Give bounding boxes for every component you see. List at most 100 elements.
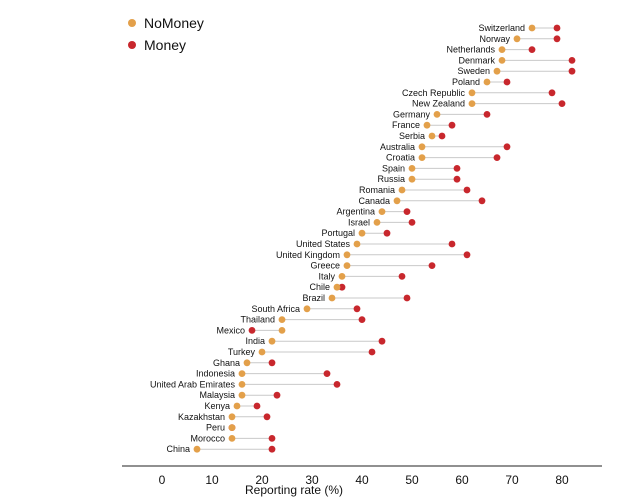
money-point	[568, 67, 576, 75]
nomoney-point	[328, 294, 336, 302]
country-label: Morocco	[190, 433, 225, 443]
money-point	[408, 219, 416, 226]
country-label: United States	[296, 239, 351, 249]
money-point	[463, 186, 471, 194]
money-point	[248, 327, 256, 334]
money-point	[333, 381, 341, 388]
nomoney-point	[468, 89, 476, 97]
money-point	[568, 57, 576, 64]
country-label: Chile	[309, 282, 330, 292]
country-label: Romania	[359, 185, 395, 195]
x-tick-label: 20	[255, 473, 269, 487]
x-tick-label: 80	[555, 473, 569, 487]
legend-money-dot	[128, 41, 136, 49]
nomoney-point	[228, 435, 236, 442]
money-point	[553, 35, 561, 43]
country-label: Peru	[206, 423, 225, 433]
nomoney-point	[528, 24, 536, 32]
nomoney-point	[423, 121, 431, 129]
country-label: Portugal	[321, 228, 355, 238]
nomoney-point	[408, 165, 416, 172]
country-label: Netherlands	[446, 45, 495, 55]
nomoney-point	[418, 154, 426, 162]
country-label: Canada	[358, 196, 390, 206]
nomoney-point	[238, 381, 246, 388]
nomoney-point	[258, 348, 266, 356]
nomoney-point	[493, 67, 501, 75]
country-label: Russia	[377, 174, 405, 184]
country-label: Thailand	[240, 315, 275, 325]
money-point	[428, 262, 436, 269]
x-tick-label: 60	[455, 473, 469, 487]
money-point	[463, 251, 471, 259]
country-label: Mexico	[216, 325, 245, 335]
money-point	[353, 305, 361, 313]
money-point	[358, 316, 366, 323]
money-point	[553, 24, 561, 32]
x-tick-label: 0	[159, 473, 166, 487]
country-label: Brazil	[302, 293, 325, 303]
country-label: Ghana	[213, 358, 240, 368]
money-point	[493, 154, 501, 162]
nomoney-point	[373, 219, 381, 226]
country-label: Australia	[380, 142, 415, 152]
country-label: Malaysia	[199, 390, 235, 400]
country-label: Germany	[393, 109, 431, 119]
x-tick-label: 30	[305, 473, 319, 487]
money-point	[448, 121, 456, 129]
country-label: New Zealand	[412, 99, 465, 109]
legend-item-nomoney: NoMoney	[128, 12, 204, 34]
country-label: Serbia	[399, 131, 425, 141]
nomoney-point	[428, 132, 436, 140]
money-point	[453, 175, 461, 183]
money-point	[478, 197, 486, 205]
country-label: Kazakhstan	[178, 412, 225, 422]
x-axis-title: Reporting rate (%)	[245, 483, 344, 497]
nomoney-point	[358, 229, 366, 237]
nomoney-point	[238, 391, 246, 399]
nomoney-point	[243, 359, 251, 367]
nomoney-point	[398, 186, 406, 194]
nomoney-point	[343, 251, 351, 259]
nomoney-point	[228, 424, 236, 431]
nomoney-point	[408, 175, 416, 183]
country-label: Indonesia	[196, 369, 235, 379]
nomoney-point	[228, 413, 236, 421]
country-label: South Africa	[251, 304, 300, 314]
country-label: Turkey	[228, 347, 256, 357]
country-label: Norway	[479, 34, 510, 44]
money-point	[273, 391, 281, 399]
nomoney-point	[483, 78, 491, 86]
money-point	[268, 359, 276, 367]
country-label: United Kingdom	[276, 250, 340, 260]
nomoney-point	[303, 305, 311, 313]
country-label: Greece	[310, 261, 340, 271]
nomoney-point	[498, 57, 506, 64]
nomoney-point	[513, 35, 521, 43]
money-point	[323, 370, 331, 377]
country-label: China	[166, 444, 190, 454]
legend-nomoney-label: NoMoney	[144, 15, 204, 31]
country-label: Sweden	[457, 66, 490, 76]
nomoney-point	[278, 316, 286, 323]
nomoney-point	[233, 402, 241, 410]
country-label: Spain	[382, 163, 405, 173]
nomoney-point	[193, 445, 201, 453]
nomoney-point	[498, 46, 506, 53]
legend-money-label: Money	[144, 37, 187, 53]
money-point	[503, 78, 511, 86]
money-point	[453, 165, 461, 172]
money-point	[253, 402, 261, 410]
money-point	[268, 445, 276, 453]
country-label: Israel	[348, 217, 370, 227]
money-point	[268, 435, 276, 442]
country-label: Kenya	[204, 401, 230, 411]
money-point	[558, 100, 566, 107]
country-label: Switzerland	[478, 23, 525, 33]
money-point	[403, 208, 411, 216]
x-tick-label: 10	[205, 473, 219, 487]
nomoney-point	[343, 262, 351, 269]
nomoney-point	[338, 273, 346, 280]
country-label: Czech Republic	[402, 88, 466, 98]
